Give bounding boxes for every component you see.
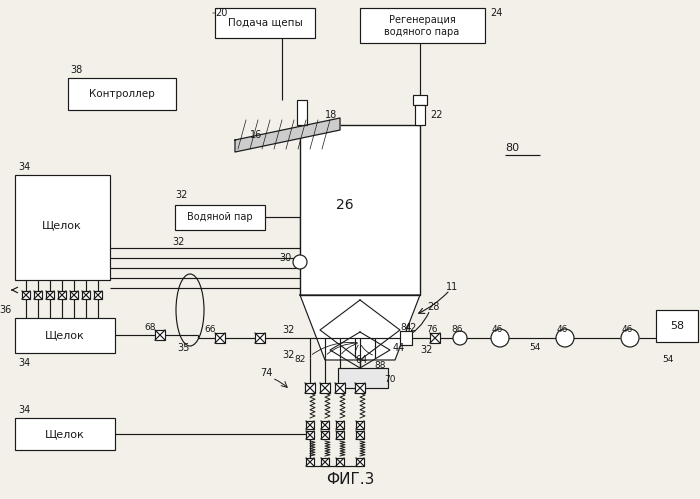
Text: 44: 44 — [393, 343, 405, 353]
Text: Щелок: Щелок — [42, 220, 82, 230]
Text: Щелок: Щелок — [45, 330, 85, 340]
Text: 86: 86 — [452, 325, 463, 334]
Text: 32: 32 — [172, 237, 184, 247]
Text: 28: 28 — [427, 302, 439, 312]
Bar — [356, 421, 364, 429]
Text: 32: 32 — [283, 325, 295, 335]
Text: 46: 46 — [491, 325, 503, 334]
Circle shape — [293, 255, 307, 269]
Text: 18: 18 — [325, 110, 337, 120]
Text: 32: 32 — [420, 345, 433, 355]
Text: Подача щепы: Подача щепы — [228, 18, 302, 28]
Bar — [215, 8, 315, 38]
Text: 54: 54 — [662, 355, 673, 364]
Text: 64: 64 — [356, 355, 368, 365]
Text: 35: 35 — [177, 343, 189, 353]
Text: 68: 68 — [144, 322, 155, 331]
Text: 26: 26 — [336, 198, 354, 212]
Text: 11: 11 — [446, 282, 458, 292]
Bar — [300, 125, 420, 295]
Text: 34: 34 — [18, 358, 30, 368]
Text: 34: 34 — [18, 162, 30, 172]
Bar — [321, 431, 329, 439]
Bar — [321, 458, 329, 466]
Text: 66: 66 — [204, 325, 216, 334]
Bar — [94, 291, 102, 299]
Text: ФИГ.3: ФИГ.3 — [326, 473, 374, 488]
Text: 58: 58 — [670, 321, 684, 331]
Bar — [413, 95, 427, 105]
Text: 22: 22 — [430, 110, 442, 120]
Bar — [15, 418, 115, 450]
Bar — [321, 421, 329, 429]
Bar — [355, 383, 365, 393]
Bar — [306, 458, 314, 466]
Text: 46: 46 — [556, 325, 568, 334]
Text: 88: 88 — [374, 360, 386, 369]
Bar — [360, 8, 485, 43]
Bar — [68, 78, 176, 110]
Bar — [15, 175, 110, 280]
Bar — [46, 291, 54, 299]
Text: 46: 46 — [622, 325, 633, 334]
Text: 30: 30 — [279, 253, 291, 263]
Bar — [336, 421, 344, 429]
Bar — [400, 331, 412, 345]
Text: Водяной пар: Водяной пар — [187, 212, 253, 222]
Bar — [82, 291, 90, 299]
Text: 38: 38 — [70, 65, 83, 75]
Bar — [656, 310, 698, 342]
Text: 82: 82 — [294, 355, 306, 364]
Bar — [175, 205, 265, 230]
Bar — [356, 431, 364, 439]
Text: Регенерация
водяного пара: Регенерация водяного пара — [384, 15, 460, 37]
Bar — [70, 291, 78, 299]
Text: 76: 76 — [426, 325, 438, 334]
Text: 84: 84 — [400, 323, 412, 332]
Bar — [356, 458, 364, 466]
Bar — [34, 291, 42, 299]
Text: 42: 42 — [405, 323, 417, 333]
Text: Контроллер: Контроллер — [89, 89, 155, 99]
Circle shape — [453, 331, 467, 345]
Bar — [336, 431, 344, 439]
Text: 36: 36 — [0, 305, 11, 315]
Text: 34: 34 — [18, 405, 30, 415]
Bar — [155, 330, 165, 340]
Text: 20: 20 — [215, 8, 228, 18]
Bar — [336, 458, 344, 466]
Bar — [22, 291, 30, 299]
Bar — [297, 100, 307, 125]
Text: 70: 70 — [384, 376, 395, 385]
Text: 54: 54 — [529, 343, 540, 352]
Circle shape — [491, 329, 509, 347]
Text: 80: 80 — [505, 143, 519, 153]
Bar — [338, 368, 388, 388]
Text: 16: 16 — [250, 130, 262, 140]
Bar — [415, 105, 425, 125]
Bar — [430, 333, 440, 343]
Bar — [305, 383, 315, 393]
Polygon shape — [300, 295, 420, 360]
Bar — [215, 333, 225, 343]
Text: 32: 32 — [283, 350, 295, 360]
Bar — [255, 333, 265, 343]
Bar — [306, 421, 314, 429]
Bar — [320, 383, 330, 393]
Text: Щелок: Щелок — [45, 429, 85, 439]
Polygon shape — [235, 118, 340, 152]
Circle shape — [556, 329, 574, 347]
Bar — [306, 431, 314, 439]
Text: 74: 74 — [260, 368, 272, 378]
Bar — [58, 291, 66, 299]
Bar — [335, 383, 345, 393]
Circle shape — [621, 329, 639, 347]
Text: 32: 32 — [175, 190, 188, 200]
Bar — [15, 318, 115, 353]
Text: 24: 24 — [490, 8, 503, 18]
